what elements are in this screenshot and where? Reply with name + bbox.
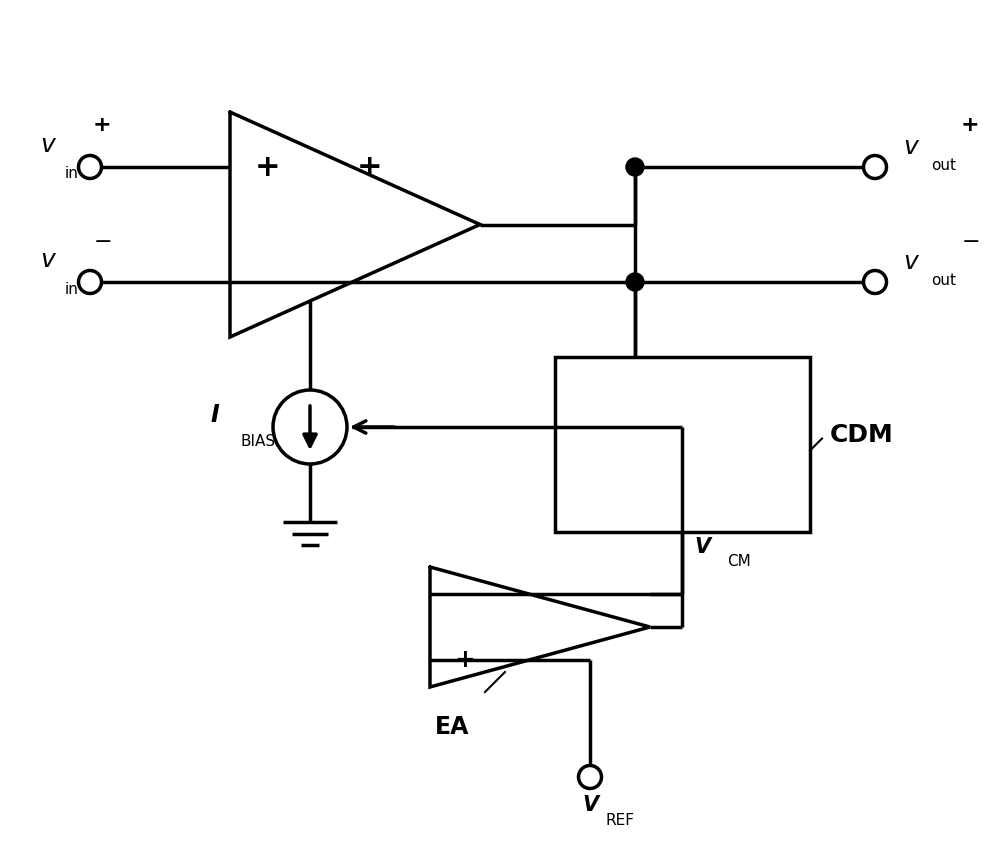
Text: v: v: [903, 250, 918, 274]
Circle shape: [864, 156, 887, 179]
Text: BIAS: BIAS: [240, 434, 276, 450]
Text: v: v: [41, 133, 55, 157]
Text: $-$: $-$: [961, 230, 979, 250]
Text: out: out: [931, 273, 956, 287]
Circle shape: [273, 390, 347, 464]
Circle shape: [78, 270, 102, 294]
Text: in: in: [65, 281, 79, 296]
Text: +: +: [255, 152, 281, 182]
Text: +: +: [93, 115, 111, 135]
Text: v: v: [41, 248, 55, 272]
Text: out: out: [931, 157, 956, 173]
Text: +: +: [961, 115, 979, 135]
Text: +: +: [357, 152, 383, 182]
Text: I: I: [211, 403, 219, 427]
Circle shape: [864, 270, 887, 294]
Text: REF: REF: [606, 813, 635, 828]
Circle shape: [78, 156, 102, 179]
Circle shape: [626, 158, 644, 176]
Text: in: in: [65, 167, 79, 182]
Text: CDM: CDM: [830, 423, 894, 446]
Text: EA: EA: [435, 715, 469, 739]
Text: CM: CM: [728, 554, 751, 569]
Text: +: +: [455, 648, 475, 672]
Text: V: V: [582, 795, 598, 815]
Text: $-$: $-$: [455, 582, 475, 606]
Text: V: V: [694, 537, 711, 557]
Text: $-$: $-$: [93, 230, 111, 250]
Text: $-$: $-$: [256, 268, 280, 296]
Text: $-$: $-$: [358, 268, 382, 296]
Circle shape: [626, 273, 644, 291]
Circle shape: [578, 765, 602, 788]
Bar: [555, 357, 810, 532]
Text: v: v: [903, 135, 918, 159]
